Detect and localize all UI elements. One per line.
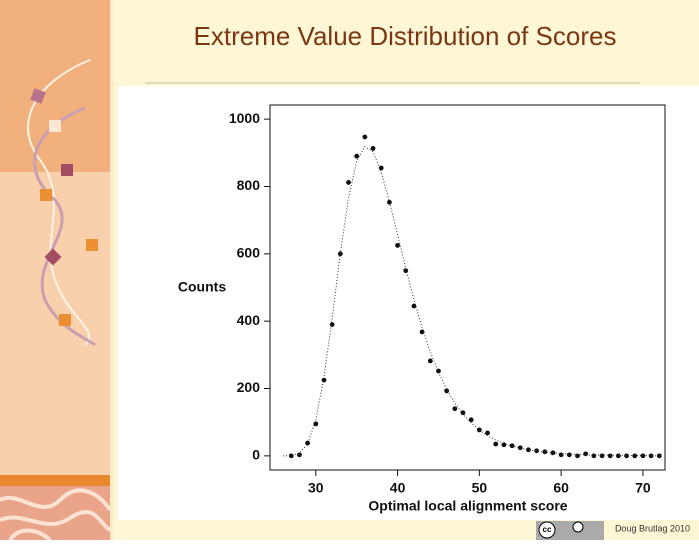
decor [0,475,110,486]
y-tick-label: 1000 [229,110,260,126]
data-point [419,329,425,335]
data-point [395,243,400,248]
x-tick-label: 40 [390,480,406,496]
fit-curve [283,145,660,457]
data-point [648,453,654,459]
data-point [468,417,474,423]
x-tick-label: 50 [472,480,488,496]
chart-area [118,86,699,520]
plot-frame [269,104,666,471]
data-point [501,442,507,448]
y-tick-label: 800 [237,177,261,193]
license-badge [538,521,556,539]
data-point [566,452,572,458]
slide-title: Extreme Value Distribution of Scores [194,21,617,51]
data-point [656,453,662,459]
y-tick-label: 400 [237,312,261,328]
data-point [476,427,482,433]
data-point [493,441,499,447]
decor [0,0,110,172]
data-point [460,410,466,416]
plot: 0 200 400 600 800 1000 30 40 50 60 70 [229,104,666,496]
decor [0,172,110,475]
y-tick-label: 200 [237,379,261,395]
decor [61,164,73,176]
data-point [583,451,589,457]
data-point [599,453,605,459]
data-point [534,448,540,454]
license-text: cc [543,525,552,534]
license-badge [572,521,584,533]
data-point [591,453,597,459]
decor [0,488,112,542]
y-tick-label: 0 [252,447,260,463]
data-point [517,445,523,451]
data-point [452,406,458,412]
decor [110,0,113,540]
data-point [607,453,613,459]
data-point [370,146,376,151]
y-axis-label: Counts [178,279,226,295]
data-point [624,453,629,459]
decor [40,189,52,201]
decor [59,314,71,326]
data-point [427,358,433,364]
x-tick-label: 60 [553,480,569,496]
data-point [346,180,351,185]
data-point [305,440,311,446]
data-point [485,430,490,436]
data-point [362,134,368,140]
data-point [444,388,450,394]
data-point [354,153,360,159]
x-tick-label: 30 [308,480,324,496]
x-axis-label: Optimal local alignment score [368,498,567,514]
data-point [403,268,409,274]
y-tick-label: 600 [237,245,261,261]
decor [86,239,98,251]
data-point [378,165,384,171]
decor [49,120,61,132]
x-tick-label: 70 [635,480,651,496]
data-point [615,453,621,459]
decor [30,88,46,104]
data-point [526,447,531,453]
author: Doug Brutlag 2010 [615,523,690,533]
data-point [329,322,335,327]
data-point [575,453,580,459]
